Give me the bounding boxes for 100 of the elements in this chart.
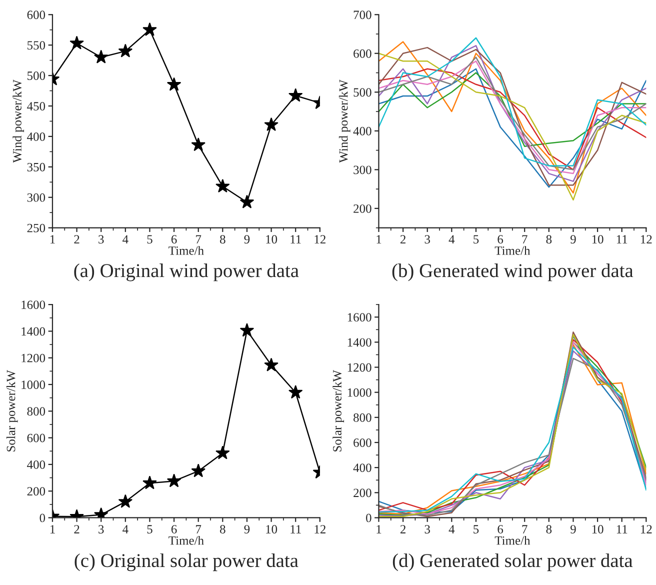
point [264,117,278,132]
x-tick-label: 3 [98,235,104,244]
x-tick-label: 11 [616,525,628,534]
x-tick-label: 12 [314,525,326,534]
y-tick-label: 200 [27,487,46,496]
x-tick-label: 10 [592,525,604,534]
y-tick-label: 700 [354,10,372,20]
x-tick-label: 6 [498,525,504,534]
x-tick-label: 2 [74,235,80,244]
x-tick-label: 1 [50,235,55,244]
y-tick-label: 300 [27,193,46,202]
point [216,178,230,193]
y-tick-label: 300 [354,166,372,174]
line-series [378,72,646,148]
x-axis-title: Time/h [168,246,204,255]
point [70,36,84,50]
x-tick-label: 3 [98,525,104,534]
x-tick-label: 7 [522,525,528,534]
x-tick-label: 12 [641,235,652,244]
y-axis-title: Solar power/kW [332,370,344,452]
x-tick-label: 9 [244,525,250,534]
point [240,323,254,337]
x-tick-label: 12 [641,525,652,534]
x-tick-label: 11 [290,525,301,534]
point [216,446,230,460]
x-tick-label: 5 [474,235,479,244]
x-tick-label: 2 [400,235,406,244]
x-tick-label: 4 [448,525,455,534]
x-tick-label: 11 [616,235,628,244]
x-tick-label: 5 [147,525,152,534]
x-tick-label: 10 [592,235,604,244]
y-axis-title: Solar power/kW [6,370,18,452]
point [191,464,206,478]
y-tick-label: 350 [27,162,46,172]
x-tick-label: 2 [400,525,406,534]
y-tick-label: 400 [353,464,372,472]
x-tick-label: 9 [244,235,250,244]
y-tick-label: 400 [353,126,372,136]
x-tick-label: 4 [122,525,128,534]
y-tick-label: 600 [27,10,46,20]
y-tick-label: 600 [354,438,372,447]
y-tick-label: 0 [40,514,46,522]
point [264,358,278,372]
x-tick-label: 8 [546,235,552,244]
x-tick-label: 6 [171,525,177,534]
x-tick-label: 10 [266,235,278,244]
x-tick-label: 3 [424,235,430,244]
y-tick-label: 1400 [348,338,372,347]
x-tick-label: 1 [50,525,55,534]
y-tick-label: 400 [27,132,46,141]
y-tick-label: 1600 [22,300,46,310]
point [166,474,182,488]
x-tick-label: 11 [290,235,301,244]
y-tick-label: 1400 [22,327,46,336]
text: (d) Generated solar power data [392,553,633,572]
x-axis-title: Time/h [494,246,530,255]
x-tick-label: 6 [498,235,504,244]
x-tick-label: 1 [376,525,382,534]
y-axis-title: Wind power/kW [12,80,24,163]
point [240,194,254,208]
x-tick-label: 4 [448,235,455,244]
y-tick-label: 200 [354,488,372,498]
x-tick-label: 5 [474,525,479,534]
point [142,22,157,36]
y-tick-label: 1600 [348,313,372,322]
y-tick-label: 200 [354,204,372,213]
y-axis-title: Wind power/kW [338,80,350,163]
y-tick-label: 800 [27,407,46,416]
x-axis-title: Time/h [494,536,530,545]
x-tick-label: 8 [546,525,552,534]
point [142,476,157,490]
y-tick-label: 500 [28,72,46,80]
y-tick-label: 550 [28,41,46,50]
y-tick-label: 400 [27,460,46,469]
point [118,44,133,58]
x-tick-label: 4 [122,235,128,244]
y-tick-label: 450 [27,102,46,110]
text: (b) Generated wind power data [392,264,634,282]
y-tick-label: 600 [27,434,46,442]
y-tick-label: 1000 [348,388,372,397]
x-tick-label: 8 [220,525,226,534]
x-tick-label: 9 [570,235,576,244]
y-tick-label: 600 [354,49,372,58]
text: (c) Original solar power data [74,553,298,572]
x-tick-label: 6 [171,235,177,244]
point [288,385,303,399]
point [191,138,206,152]
x-tick-label: 7 [522,235,528,244]
y-tick-label: 1200 [22,354,46,362]
x-axis-title: Time/h [168,536,204,545]
y-tick-label: 500 [354,88,372,97]
x-tick-label: 9 [570,525,576,534]
x-tick-label: 7 [196,235,202,244]
x-tick-label: 12 [314,235,326,244]
x-tick-label: 2 [74,525,80,534]
line-series [378,37,646,166]
x-tick-label: 10 [266,525,278,534]
y-tick-label: 1000 [22,380,46,389]
x-tick-label: 3 [424,525,430,534]
y-tick-label: 1200 [348,363,372,372]
